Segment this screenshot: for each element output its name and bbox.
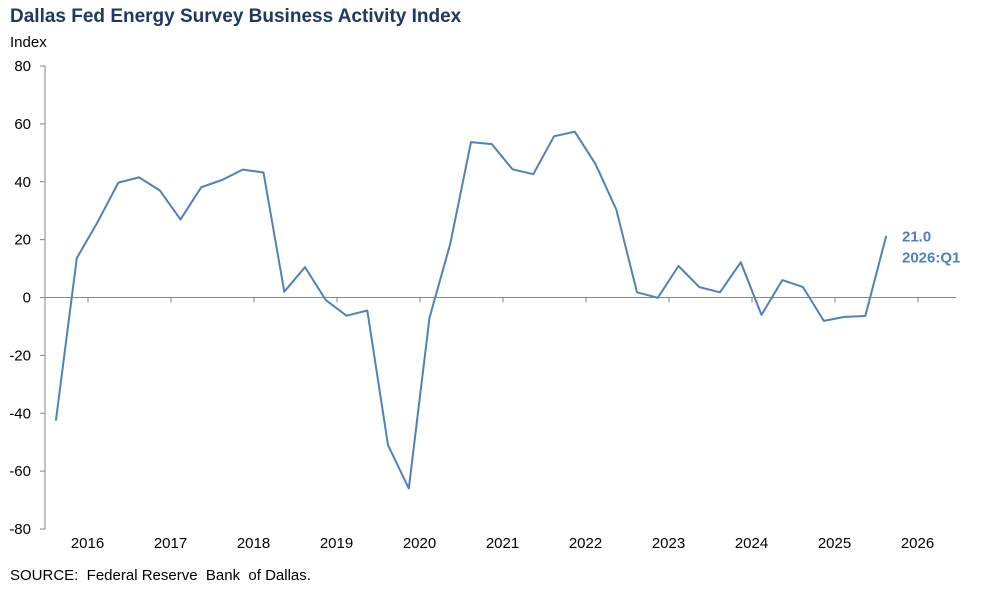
data-point — [241, 168, 244, 171]
y-tick-label: 80 — [14, 58, 31, 75]
source-note: SOURCE: Federal Reserve Bank of Dallas. — [10, 567, 311, 584]
y-tick-label: -60 — [9, 463, 31, 480]
data-point — [864, 315, 867, 318]
x-tick-label: 2025 — [818, 535, 851, 552]
data-point — [366, 309, 369, 312]
data-point — [75, 257, 78, 260]
data-point — [781, 279, 784, 282]
data-point — [55, 418, 58, 421]
y-tick-label: -20 — [9, 347, 31, 364]
data-point — [802, 286, 805, 289]
chart-title: Dallas Fed Energy Survey Business Activi… — [10, 6, 462, 27]
data-point — [428, 316, 431, 319]
x-tick-label: 2021 — [486, 535, 519, 552]
x-tick-label: 2017 — [154, 535, 187, 552]
data-point — [532, 173, 535, 176]
annotation-group: 21.0 2026:Q1 — [902, 229, 960, 267]
data-point — [221, 179, 224, 182]
data-point — [158, 189, 161, 192]
data-point — [262, 171, 265, 174]
x-tick-labels: 2016 2017 2018 2019 2020 2021 2022 2023 2024 2025… — [71, 535, 934, 552]
data-point — [345, 314, 348, 317]
data-point — [636, 291, 639, 294]
data-point — [470, 141, 473, 144]
data-point — [117, 181, 120, 184]
data-point — [760, 313, 763, 316]
x-tick-label: 2023 — [652, 535, 685, 552]
data-point — [739, 261, 742, 264]
data-point — [511, 168, 514, 171]
x-tick-label: 2022 — [569, 535, 602, 552]
data-point — [490, 143, 493, 146]
y-tick-label: -80 — [9, 521, 31, 538]
data-point — [822, 319, 825, 322]
data-point — [200, 186, 203, 189]
x-tick-label: 2018 — [237, 535, 270, 552]
y-tick-label: 60 — [14, 116, 31, 133]
axes — [40, 65, 956, 530]
y-tick-label: 40 — [14, 174, 31, 191]
data-point — [407, 487, 410, 490]
data-point — [96, 221, 99, 224]
data-point — [594, 163, 597, 166]
x-tick-label: 2020 — [403, 535, 436, 552]
annotation-value-label: 21.0 — [902, 229, 931, 246]
series-line-business-activity — [55, 130, 887, 490]
series-group — [55, 130, 888, 490]
x-tick-label: 2016 — [71, 535, 104, 552]
data-point — [843, 315, 846, 318]
y-tick-labels: 80 60 40 20 0 -20 -40 -60 -80 — [9, 58, 31, 538]
data-point — [656, 296, 659, 299]
data-point — [449, 242, 452, 245]
data-point — [698, 286, 701, 289]
y-axis-label: Index — [10, 34, 47, 51]
data-point — [573, 130, 576, 133]
y-tick-label: -40 — [9, 405, 31, 422]
x-tick-label: 2019 — [320, 535, 353, 552]
data-point — [885, 235, 888, 238]
data-point — [387, 444, 390, 447]
annotation-period-label: 2026:Q1 — [902, 250, 960, 267]
data-point — [138, 176, 141, 179]
data-point — [283, 290, 286, 293]
data-point — [677, 264, 680, 267]
x-tick-label: 2024 — [735, 535, 768, 552]
data-point — [324, 299, 327, 302]
y-tick-label: 0 — [23, 290, 31, 307]
data-point — [615, 208, 618, 211]
data-point — [719, 291, 722, 294]
data-point — [179, 218, 182, 221]
data-point — [553, 135, 556, 138]
y-tick-label: 20 — [14, 232, 31, 249]
data-point — [304, 266, 307, 269]
x-tick-label: 2026 — [901, 535, 934, 552]
